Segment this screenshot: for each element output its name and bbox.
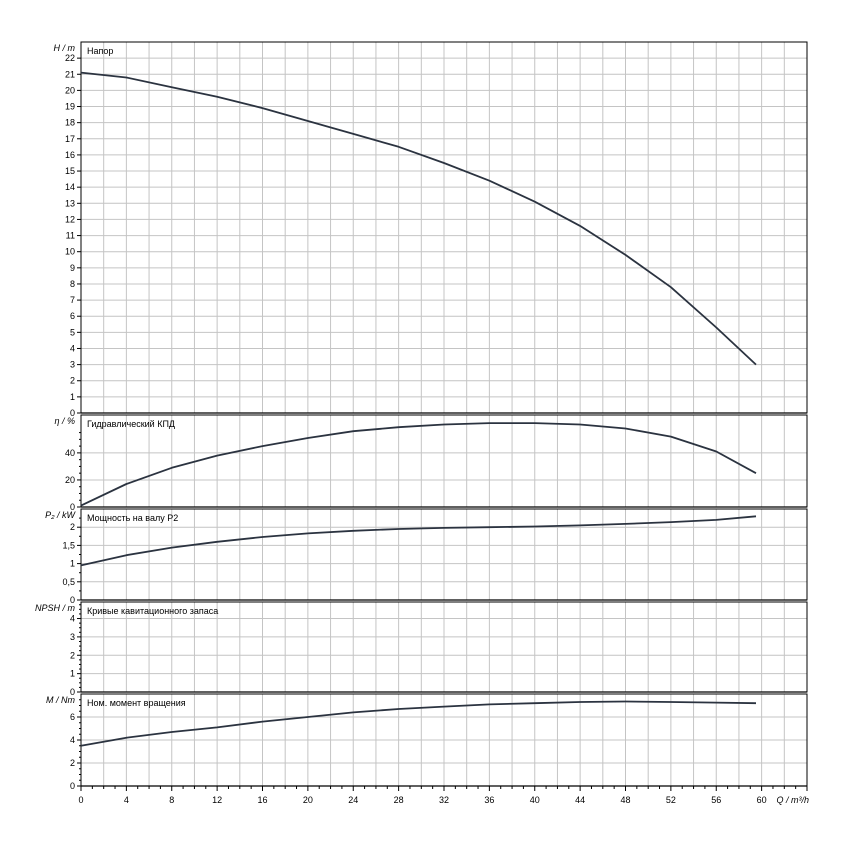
- y-axis-label: H / m: [54, 43, 76, 53]
- y-tick-label: 4: [70, 614, 75, 624]
- x-tick-label: 60: [757, 795, 767, 805]
- panel-torque: 0 2 4 6 M / Nm Ном. момент вращения: [46, 693, 808, 791]
- y-tick-label: 5: [70, 327, 75, 337]
- panel-title: Гидравлический КПД: [87, 419, 175, 429]
- y-tick-label: 0,5: [62, 577, 75, 587]
- y-tick-label: 0: [70, 408, 75, 418]
- y-tick-label: 20: [65, 475, 75, 485]
- x-tick-label: 48: [620, 795, 630, 805]
- panel-title: Ном. момент вращения: [87, 698, 186, 708]
- x-tick-label: 0: [78, 795, 83, 805]
- y-tick-label: 2: [70, 650, 75, 660]
- y-tick-label: 1: [70, 559, 75, 569]
- x-tick-label: 52: [666, 795, 676, 805]
- y-tick-label: 0: [70, 687, 75, 697]
- x-tick-label: 28: [394, 795, 404, 805]
- y-tick-label: 1,5: [62, 540, 75, 550]
- y-tick-label: 8: [70, 279, 75, 289]
- y-tick-label: 18: [65, 118, 75, 128]
- y-tick-label: 12: [65, 214, 75, 224]
- y-tick-label: 0: [70, 781, 75, 791]
- x-axis-label: Q / m³/h: [776, 795, 809, 805]
- y-axis-label: M / Nm: [46, 695, 75, 705]
- x-tick-label: 44: [575, 795, 585, 805]
- x-tick-label: 8: [169, 795, 174, 805]
- y-tick-label: 9: [70, 263, 75, 273]
- y-tick-label: 11: [66, 231, 75, 241]
- y-tick-label: 20: [65, 85, 75, 95]
- y-tick-label: 17: [65, 134, 75, 144]
- panel-power: 0 0,5 1 1,5 2 P₂ / kW Мощность на валу P2: [45, 508, 808, 605]
- y-tick-label: 14: [65, 182, 75, 192]
- y-tick-label: 19: [65, 102, 75, 112]
- y-tick-label: 15: [65, 166, 75, 176]
- y-tick-label: 1: [70, 669, 75, 679]
- y-tick-label: 0: [70, 595, 75, 605]
- y-axis-label: NPSH / m: [35, 603, 76, 613]
- y-tick-label: 13: [65, 198, 75, 208]
- y-tick-label: 22: [65, 53, 75, 63]
- series-line-torque: [80, 700, 757, 747]
- y-tick-label: 7: [70, 295, 75, 305]
- panel-efficiency: 0 20 40 η / % Гидравлический КПД: [54, 414, 808, 512]
- y-tick-label: 6: [70, 712, 75, 722]
- panel-title: Напор: [87, 46, 113, 56]
- y-tick-label: 4: [70, 343, 75, 353]
- x-tick-label: 40: [530, 795, 540, 805]
- series-line-head: [80, 71, 757, 366]
- y-tick-label: 2: [70, 522, 75, 532]
- x-tick-label: 36: [484, 795, 494, 805]
- panel-title: Кривые кавитационного запаса: [87, 606, 218, 616]
- x-tick-label: 16: [257, 795, 267, 805]
- series-line-efficiency: [80, 422, 757, 507]
- y-axis-label: P₂ / kW: [45, 510, 76, 520]
- y-tick-label: 3: [70, 632, 75, 642]
- x-tick-label: 12: [212, 795, 222, 805]
- x-tick-label: 32: [439, 795, 449, 805]
- y-tick-label: 6: [70, 311, 75, 321]
- y-tick-label: 16: [65, 150, 75, 160]
- y-tick-label: 2: [70, 376, 75, 386]
- y-tick-label: 1: [70, 392, 75, 402]
- x-tick-label: 56: [711, 795, 721, 805]
- y-tick-label: 4: [70, 735, 75, 745]
- x-tick-label: 20: [303, 795, 313, 805]
- y-tick-label: 0: [70, 502, 75, 512]
- y-tick-label: 2: [70, 758, 75, 768]
- y-axis-label: η / %: [54, 416, 75, 426]
- panel-title: Мощность на валу P2: [87, 513, 178, 523]
- x-tick-label: 24: [348, 795, 358, 805]
- x-tick-label: 4: [124, 795, 129, 805]
- y-tick-label: 21: [65, 69, 75, 79]
- y-tick-label: 10: [65, 247, 75, 257]
- y-tick-label: 40: [65, 448, 75, 458]
- series-line-power: [80, 515, 757, 567]
- y-tick-label: 3: [70, 360, 75, 370]
